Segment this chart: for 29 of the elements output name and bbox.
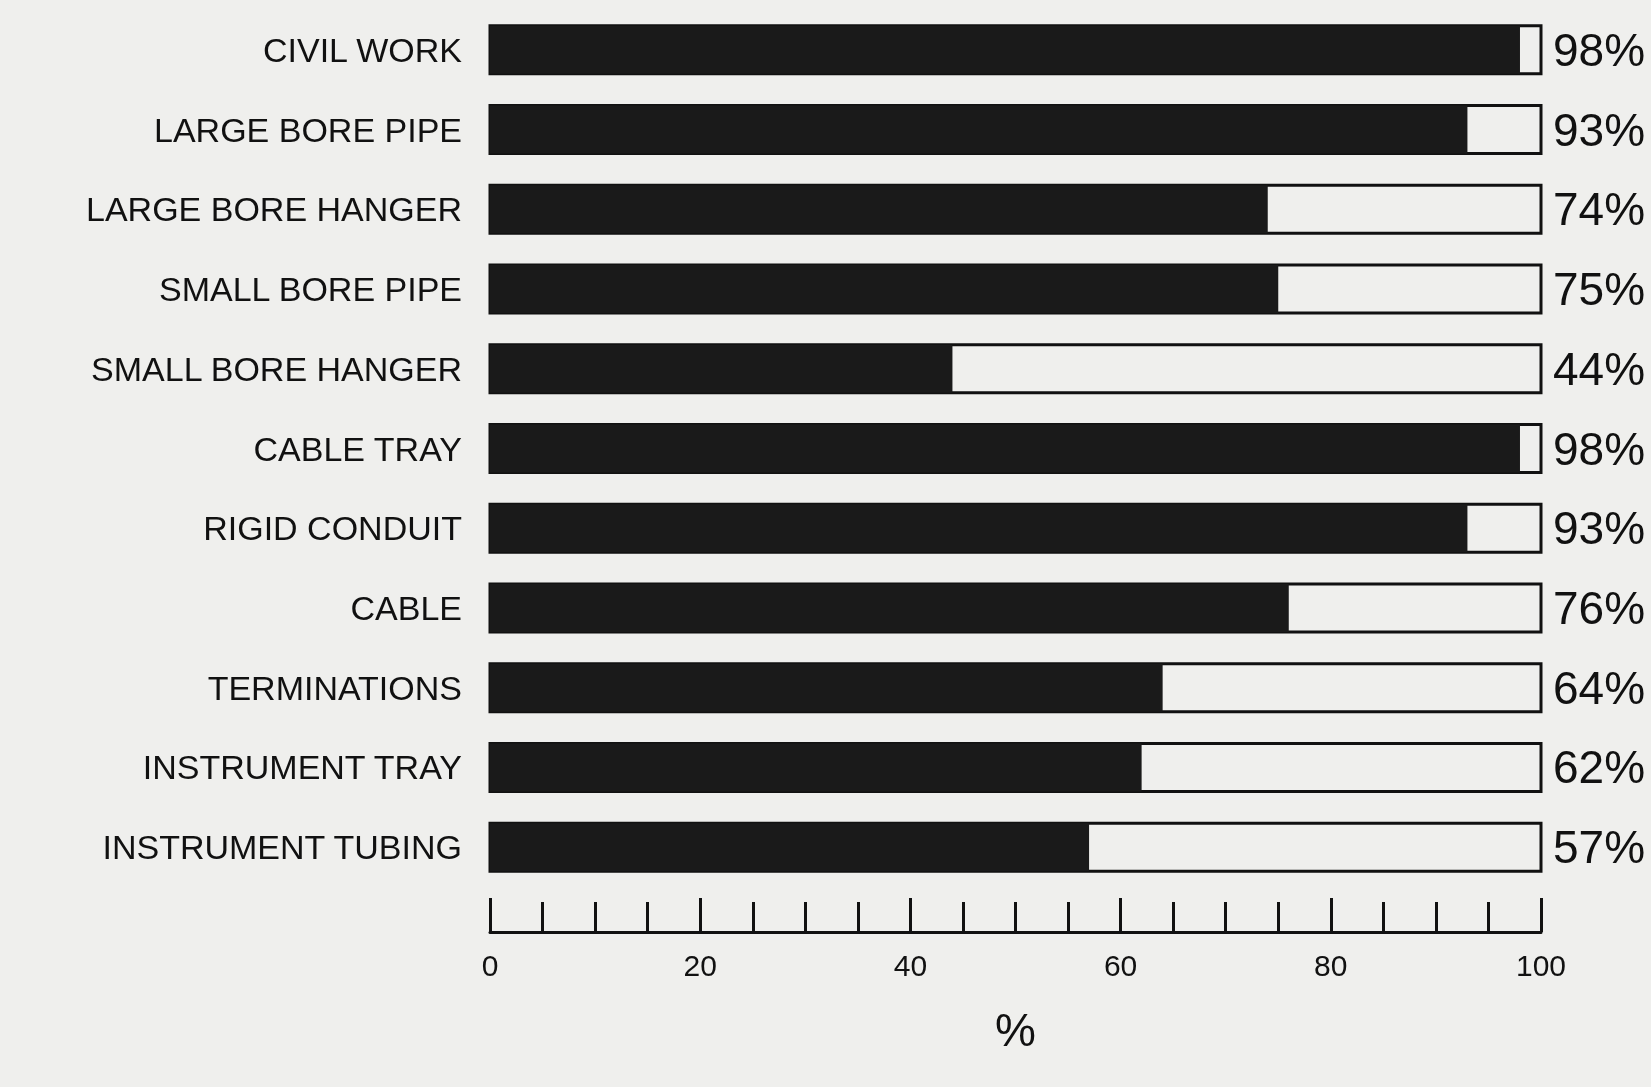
x-tick-label: 20 [683,948,717,982]
data-label: 57% [1553,821,1646,874]
data-label: 75% [1553,263,1646,316]
y-tick-label: INSTRUMENT TRAY [142,748,462,787]
x-tick-label: 80 [1314,948,1348,982]
data-label: 44% [1553,342,1646,395]
data-label: 64% [1553,661,1646,714]
data-label: 98% [1553,23,1646,76]
x-tick-label: 40 [893,948,928,982]
x-tick-label: 0 [481,948,499,982]
x-tick-label: 60 [1103,948,1138,982]
y-tick-label: CABLE TRAY [253,429,462,468]
data-label: 98% [1553,422,1646,475]
data-label: 74% [1553,183,1646,236]
y-tick-label: INSTRUMENT TUBING [102,828,462,867]
data-label: 93% [1553,103,1646,156]
data-label: 76% [1553,581,1646,634]
y-tick-label: LARGE BORE HANGER [86,190,462,229]
x-tick-label: 100 [1515,948,1567,982]
data-label: 62% [1553,741,1646,794]
y-tick-label: CIVIL WORK [263,30,463,69]
y-tick-label: TERMINATIONS [207,668,462,707]
x-axis-title: % [995,1004,1036,1056]
y-tick-label: LARGE BORE PIPE [154,110,462,149]
y-tick-label: CABLE [350,588,462,627]
y-tick-label: SMALL BORE HANGER [91,349,462,388]
y-tick-label: SMALL BORE PIPE [159,270,462,309]
data-label: 93% [1553,502,1646,555]
y-tick-label: RIGID CONDUIT [203,509,462,548]
